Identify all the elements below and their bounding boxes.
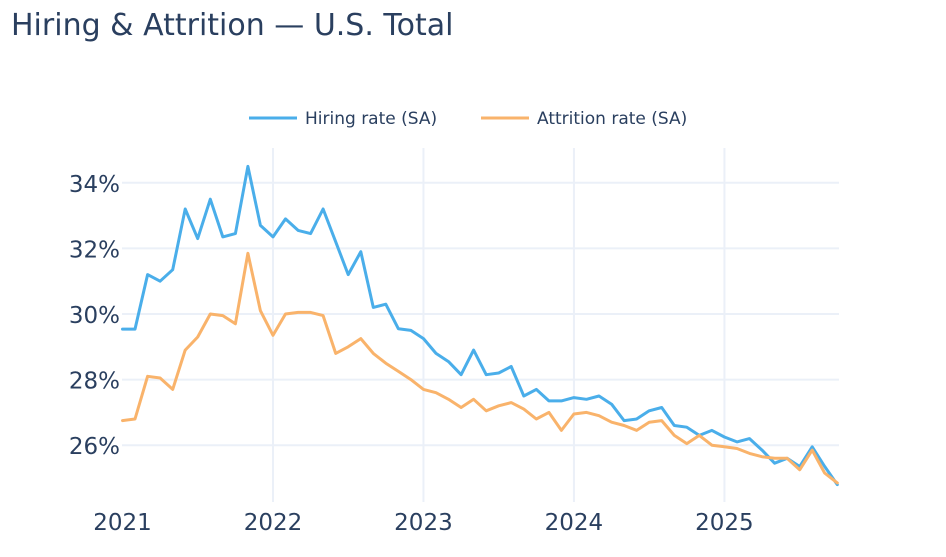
chart-title: Hiring & Attrition — U.S. Total: [11, 8, 454, 43]
x-gridlines: [271, 148, 726, 502]
y-tick-label: 34%: [69, 172, 120, 198]
x-tick-label: 2022: [244, 510, 303, 536]
x-tick-label: 2024: [545, 510, 604, 536]
legend-label: Hiring rate (SA): [305, 109, 437, 129]
y-tick-label: 32%: [69, 237, 120, 263]
x-tick-label: 2023: [394, 510, 453, 536]
y-tick-label: 26%: [69, 434, 120, 460]
x-tick-label: 2025: [695, 510, 754, 536]
y-tick-label: 28%: [69, 369, 120, 395]
y-axis: 26% 28% 30% 32% 34%: [69, 172, 120, 460]
series-line-hiring: [121, 164, 839, 487]
legend: Hiring rate (SA) Attrition rate (SA): [249, 109, 687, 129]
series-line-attrition: [121, 251, 839, 485]
y-gridlines: [122, 181, 839, 447]
legend-item-hiring[interactable]: Hiring rate (SA): [249, 109, 437, 129]
legend-label: Attrition rate (SA): [537, 109, 687, 129]
x-axis: 2021 2022 2023 2024 2025: [93, 510, 753, 536]
x-tick-label: 2021: [93, 510, 152, 536]
series-lines: [121, 164, 839, 487]
legend-item-attrition[interactable]: Attrition rate (SA): [481, 109, 687, 129]
y-tick-label: 30%: [69, 303, 120, 329]
